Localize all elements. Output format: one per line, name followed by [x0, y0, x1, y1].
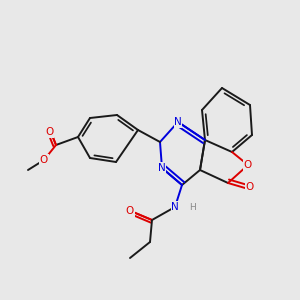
- Text: O: O: [246, 182, 254, 192]
- Text: H: H: [190, 203, 196, 212]
- Text: O: O: [45, 127, 53, 137]
- Text: O: O: [40, 155, 48, 165]
- Text: N: N: [158, 163, 166, 173]
- Text: O: O: [244, 160, 252, 170]
- Text: O: O: [126, 206, 134, 216]
- Text: N: N: [174, 117, 182, 127]
- Text: N: N: [171, 202, 179, 212]
